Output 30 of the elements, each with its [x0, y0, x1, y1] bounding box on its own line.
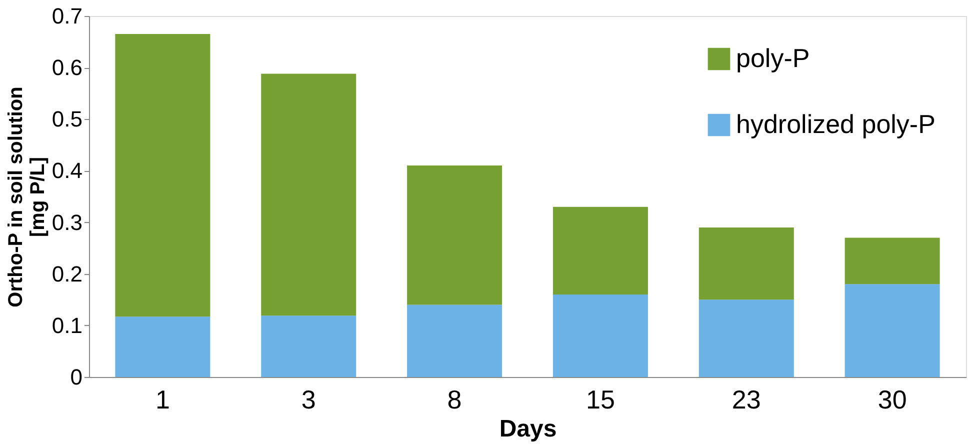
bar: [407, 166, 502, 305]
y-tick-label: 0.6: [52, 55, 82, 80]
y-axis-title: Ortho-P in soil solution [mg P/L]: [4, 86, 49, 308]
legend-label: hydrolized poly-P: [736, 109, 936, 139]
x-tick-label: 3: [301, 384, 316, 414]
bar: [407, 304, 502, 377]
x-tick-label: 15: [586, 384, 615, 414]
x-tick-label: 8: [447, 384, 462, 414]
bar: [844, 238, 940, 284]
y-tick-label: 0.4: [52, 158, 82, 184]
bar: [552, 206, 648, 294]
x-tick-label: 23: [732, 384, 761, 414]
y-tick-label: 0.2: [52, 261, 82, 286]
bar: [698, 227, 794, 300]
bar: [115, 34, 210, 317]
y-tick-label: 0: [70, 364, 82, 390]
bar: [115, 316, 210, 377]
y-tick-label: 0.5: [52, 106, 82, 132]
bar: [698, 300, 794, 377]
y-tick-label: 0.3: [52, 210, 82, 235]
x-axis-title: Days: [499, 416, 557, 442]
bar: [844, 284, 940, 377]
bar: [261, 316, 356, 377]
x-tick-label: 1: [155, 384, 170, 414]
bar: [552, 294, 648, 377]
y-tick-label: 0.1: [52, 312, 82, 338]
y-tick-label: 0.7: [52, 4, 82, 28]
bar: [261, 74, 356, 316]
legend-label: poly-P: [736, 43, 810, 73]
x-tick-label: 30: [878, 384, 907, 414]
